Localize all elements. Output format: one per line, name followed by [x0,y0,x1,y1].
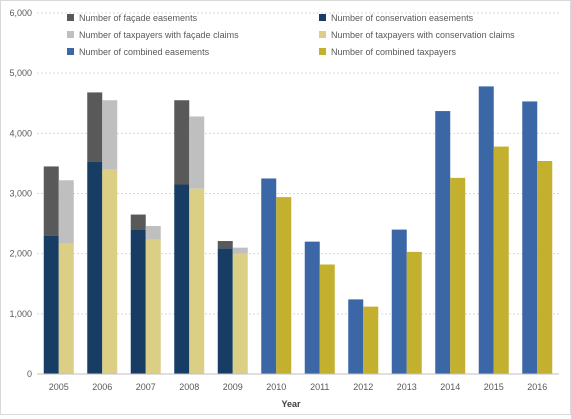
bar-combined-easements [478,86,494,375]
bar-combined-taxpayers [363,306,379,374]
legend-label: Number of taxpayers with conservation cl… [331,30,515,40]
legend-label: Number of combined taxpayers [331,47,457,57]
x-tick-label: 2008 [179,382,199,392]
x-tick-label: 2015 [484,382,504,392]
legend-swatch [319,31,326,38]
y-tick-label: 3,000 [9,189,32,199]
x-tick-label: 2005 [49,382,69,392]
legend-label: Number of façade easements [79,13,198,23]
x-axis-tick-labels: 2005 2006 2007 2008 2009 2010 2011 2012 2013 2014… [49,382,548,392]
bar-conservation-easements [43,235,59,374]
x-tick-label: 2013 [397,382,417,392]
bar-combined-taxpayers [406,251,422,374]
bar-facade-taxpayers [189,116,205,189]
legend-swatch [319,14,326,21]
bar-conservation-taxpayers [58,243,74,374]
legend-swatch [67,31,74,38]
bar-combined-taxpayers [450,177,466,374]
bar-conservation-easements [130,229,146,374]
x-tick-label: 2009 [223,382,243,392]
y-axis-tick-labels: 0 1,000 2,000 3,000 4,000 5,000 6,000 [9,8,32,379]
legend-swatch [319,48,326,55]
bar-conservation-taxpayers [102,169,118,374]
x-axis-label: Year [281,399,301,409]
x-tick-label: 2006 [92,382,112,392]
y-tick-label: 1,000 [9,309,32,319]
bar-facade-easements [174,100,190,185]
bar-combined-easements [261,178,277,374]
legend-label: Number of combined easements [79,47,210,57]
legend-label: Number of taxpayers with façade claims [79,30,239,40]
bar-conservation-taxpayers [145,239,161,374]
x-tick-label: 2016 [527,382,547,392]
bar-facade-taxpayers [102,100,118,170]
bar-facade-easements [130,214,146,230]
bar-combined-easements [435,111,451,375]
bar-conservation-easements [217,248,233,374]
y-tick-label: 6,000 [9,8,32,18]
bar-facade-taxpayers [58,180,74,244]
x-tick-label: 2007 [136,382,156,392]
y-tick-label: 0 [27,369,32,379]
bar-facade-easements [87,92,103,162]
bar-facade-taxpayers [232,247,248,254]
bar-combined-taxpayers [537,161,553,374]
bar-combined-taxpayers [493,146,509,374]
x-tick-label: 2011 [310,382,329,392]
y-tick-label: 4,000 [9,128,32,138]
legend-swatch [67,14,74,21]
legend: Number of façade easements Number of cons… [67,13,515,57]
y-tick-label: 5,000 [9,68,32,78]
gridlines [37,12,559,315]
x-tick-label: 2012 [353,382,373,392]
x-tick-label: 2010 [266,382,286,392]
legend-label: Number of conservation easements [331,13,474,23]
bar-facade-easements [217,241,233,249]
bar-facade-easements [43,166,59,236]
bar-combined-easements [304,241,320,374]
bar-combined-easements [391,229,407,374]
bar-conservation-taxpayers [232,253,248,374]
y-tick-label: 2,000 [9,249,32,259]
bar-combined-easements [348,299,364,374]
bar-conservation-taxpayers [189,188,205,374]
bar-combined-taxpayers [276,197,292,374]
bar-combined-easements [522,101,538,374]
x-tick-label: 2014 [440,382,460,392]
bar-conservation-easements [174,184,190,374]
legend-swatch [67,48,74,55]
bar-conservation-easements [87,161,103,374]
bars [43,86,553,375]
bar-combined-taxpayers [319,264,335,374]
bar-facade-taxpayers [145,225,161,240]
